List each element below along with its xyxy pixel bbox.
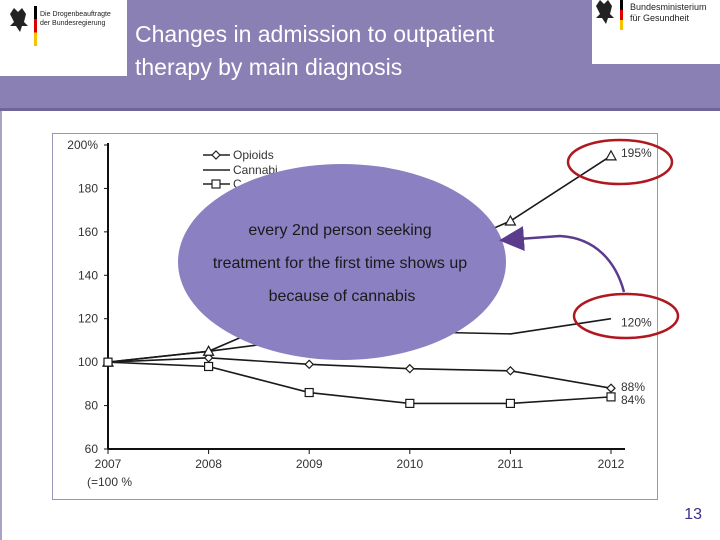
y-tick-label: 200% [67,138,98,152]
header-divider [0,108,720,111]
x-tick-label: 2012 [598,457,625,471]
x-tick-label: 2010 [396,457,423,471]
highlight-circle-120 [572,292,680,340]
end-label: 84% [621,393,645,407]
page-title: Changes in admission to outpatient thera… [135,21,495,80]
y-tick-label: 140 [78,268,98,282]
x-tick-label: 2011 [497,457,523,471]
data-point [103,357,113,367]
end-label: 88% [621,380,645,394]
y-tick-label: 160 [78,225,98,239]
data-point [505,365,516,376]
data-point [505,398,515,408]
data-point [404,363,415,374]
data-point [606,383,616,394]
data-point [405,398,415,408]
series-line-3 [107,361,612,405]
eagle-icon [10,8,28,32]
data-point [504,214,517,226]
series-line-0 [107,356,612,389]
highlight-circle-195 [566,138,674,186]
y-tick-label: 100 [78,355,98,369]
data-point [304,359,315,370]
y-tick-label: 60 [85,442,99,456]
annotation-bubble [178,164,506,360]
y-tick-label: 120 [78,312,98,326]
data-point [604,149,618,161]
data-point [204,361,214,372]
eagle-icon [596,0,614,24]
x-axis-note: (=100 % [87,475,132,489]
legend-opioids: Opioids [233,148,274,162]
annotation-arrow [499,226,626,293]
y-tick-label: 180 [78,181,98,195]
end-label: 120% [621,316,652,330]
page-number: 13 [684,506,702,523]
x-tick-label: 2007 [95,457,122,471]
annotation-line-1: every 2nd person seeking [248,222,431,239]
data-point [202,345,215,356]
logo-drogenbeauftragte: Die Drogenbeauftragte der Bundesregierun… [0,0,127,76]
flag-stripe [34,6,37,46]
logo-left-text: Die Drogenbeauftragte der Bundesregierun… [40,11,111,27]
data-point [304,387,314,398]
data-point [606,392,616,402]
logo-bundesministerium: Bundesministerium für Gesundheit [592,0,720,64]
legend-other: C [233,177,242,191]
left-edge-line [0,111,2,540]
annotation-line-3: because of cannabis [269,288,416,305]
y-tick-label: 80 [85,399,99,413]
legend-cannabis: Cannabi [233,163,278,177]
logo-right-text: Bundesministerium für Gesundheit [630,2,707,23]
flag-stripe [620,0,623,30]
x-tick-label: 2008 [195,457,222,471]
annotation-line-2: treatment for the first time shows up [213,255,467,272]
end-label: 195% [621,146,652,160]
x-tick-label: 2009 [296,457,323,471]
